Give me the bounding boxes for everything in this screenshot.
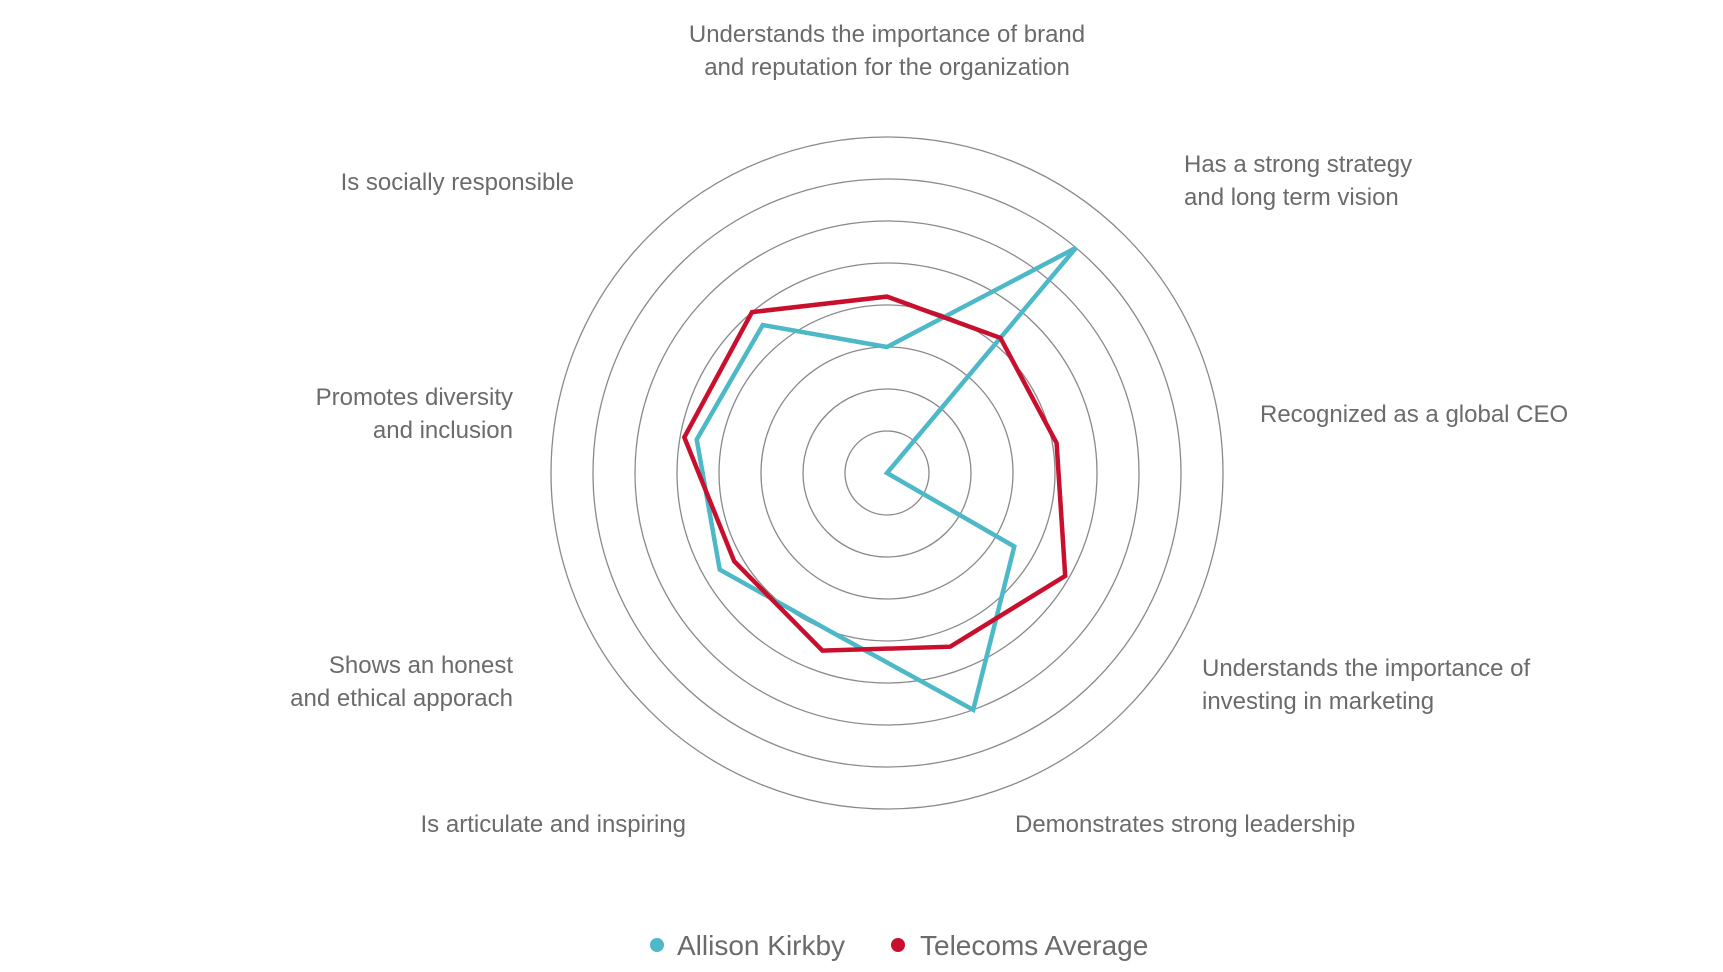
- axis-label-4: Understands the importance of investing i…: [1202, 655, 1531, 715]
- axis-label-line: and reputation for the organization: [704, 54, 1070, 81]
- legend-marker-1: [650, 938, 664, 952]
- axis-label-line: and inclusion: [373, 417, 513, 444]
- axis-labels: Understands the importance of brand and r…: [290, 21, 1568, 838]
- axis-label-line: Has a strong strategy: [1184, 151, 1412, 178]
- legend-label-1: Allison Kirkby: [677, 930, 845, 961]
- axis-label-line: Understands the importance of: [1202, 655, 1531, 682]
- axis-label-9: Is socially responsible: [341, 169, 574, 196]
- axis-label-6: Is articulate and inspiring: [421, 811, 686, 838]
- grid-ring-6: [634, 220, 1140, 726]
- grid-ring-4: [718, 304, 1056, 642]
- axis-label-line: Promotes diversity: [316, 384, 513, 411]
- axis-label-line: Recognized as a global CEO: [1260, 401, 1568, 428]
- axis-label-line: investing in marketing: [1202, 688, 1434, 715]
- axis-label-3: Recognized as a global CEO: [1260, 401, 1568, 428]
- axis-label-5: Demonstrates strong leadership: [1015, 811, 1355, 838]
- series-1-line: [694, 245, 1078, 714]
- grid-ring-5: [676, 262, 1098, 684]
- axis-label-line: Understands the importance of brand: [689, 21, 1085, 48]
- radar-grid: [550, 136, 1224, 810]
- axis-label-8: Promotes diversity and inclusion: [316, 384, 513, 444]
- legend-marker-2: [891, 938, 905, 952]
- grid-ring-8: [550, 136, 1224, 810]
- axis-label-line: Shows an honest: [329, 652, 513, 679]
- axis-label-line: Is articulate and inspiring: [421, 811, 686, 838]
- grid-ring-1: [844, 430, 930, 516]
- axis-label-line: Is socially responsible: [341, 169, 574, 196]
- axis-label-2: Has a strong strategy and long term visio…: [1184, 151, 1412, 211]
- series-layer: [681, 245, 1078, 714]
- grid-ring-2: [802, 388, 972, 558]
- grid-ring-7: [592, 178, 1182, 768]
- axis-label-line: and ethical apporach: [290, 685, 513, 712]
- series-2-line: [681, 294, 1068, 653]
- axis-label-line: Demonstrates strong leadership: [1015, 811, 1355, 838]
- legend: Allison Kirkby Telecoms Average: [650, 930, 1148, 961]
- legend-label-2: Telecoms Average: [920, 930, 1148, 961]
- axis-label-line: and long term vision: [1184, 184, 1399, 211]
- axis-label-7: Shows an honest and ethical apporach: [290, 652, 513, 712]
- axis-label-1: Understands the importance of brand and r…: [689, 21, 1085, 81]
